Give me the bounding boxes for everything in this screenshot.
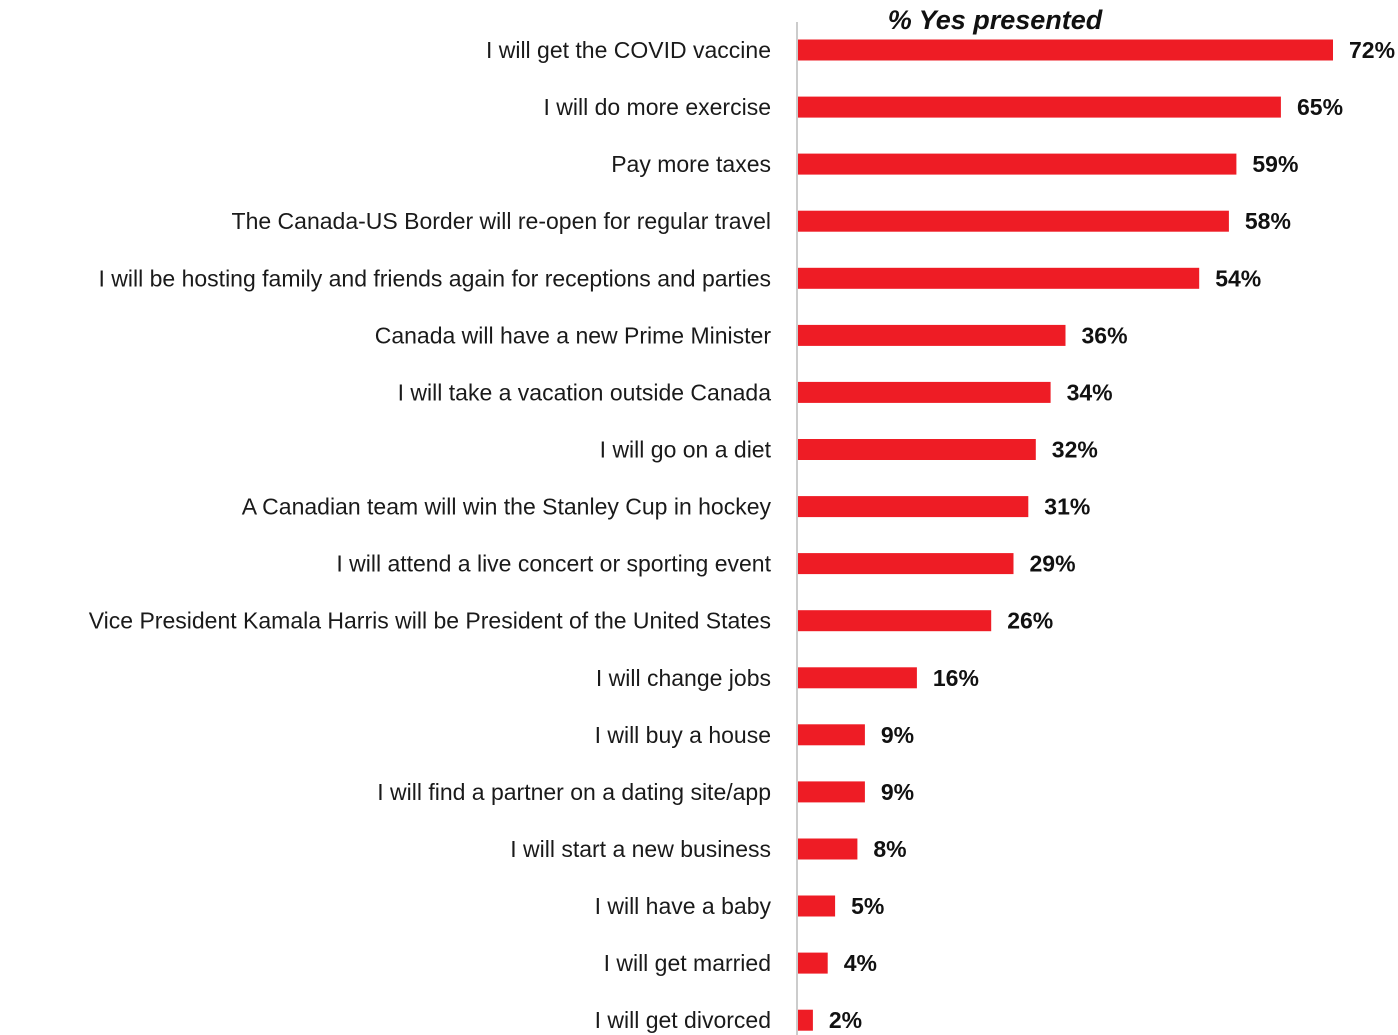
category-label-14: I will find a partner on a dating site/a…: [377, 779, 771, 805]
category-label-10: I will attend a live concert or sporting…: [336, 551, 771, 577]
bar-6: [798, 324, 1066, 346]
value-label-15: 8%: [873, 836, 906, 862]
category-label-7: I will take a vacation outside Canada: [398, 379, 772, 405]
category-label-8: I will go on a diet: [600, 437, 772, 463]
bars-group: [798, 39, 1333, 1031]
category-labels-group: I will get the COVID vaccine I will do mo…: [89, 37, 772, 1033]
value-label-5: 54%: [1215, 265, 1261, 291]
value-label-6: 36%: [1082, 322, 1128, 348]
bar-9: [798, 496, 1029, 518]
value-label-16: 5%: [851, 893, 884, 919]
value-label-4: 58%: [1245, 208, 1291, 234]
bar-15: [798, 838, 858, 860]
category-label-13: I will buy a house: [595, 722, 771, 748]
bar-16: [798, 895, 836, 917]
bar-7: [798, 381, 1051, 403]
bar-18: [798, 1009, 813, 1031]
value-label-9: 31%: [1044, 494, 1090, 520]
bar-14: [798, 781, 865, 803]
category-label-18: I will get divorced: [595, 1007, 771, 1033]
value-labels-group: 72% 65% 59% 58% 54% 36% 34% 32% 31% 29% 26% 16% 9% 9%…: [829, 37, 1395, 1033]
bar-13: [798, 724, 865, 746]
bar-5: [798, 267, 1200, 289]
category-label-11: Vice President Kamala Harris will be Pre…: [89, 608, 771, 634]
bar-12: [798, 667, 917, 689]
bar-11: [798, 610, 992, 632]
bar-2: [798, 96, 1281, 118]
category-label-4: The Canada-US Border will re-open for re…: [232, 208, 771, 234]
chart-title: % Yes presented: [888, 5, 1103, 35]
value-label-14: 9%: [881, 779, 914, 805]
category-label-1: I will get the COVID vaccine: [486, 37, 771, 63]
category-label-6: Canada will have a new Prime Minister: [375, 322, 772, 348]
value-label-8: 32%: [1052, 437, 1098, 463]
category-label-3: Pay more taxes: [611, 151, 771, 177]
bar-10: [798, 553, 1014, 575]
value-label-2: 65%: [1297, 94, 1343, 120]
bar-1: [798, 39, 1333, 61]
value-label-10: 29%: [1030, 551, 1076, 577]
value-label-17: 4%: [844, 950, 877, 976]
value-label-7: 34%: [1067, 379, 1113, 405]
category-label-16: I will have a baby: [595, 893, 772, 919]
category-label-12: I will change jobs: [596, 665, 771, 691]
bar-3: [798, 153, 1237, 175]
value-label-3: 59%: [1252, 151, 1298, 177]
value-label-1: 72%: [1349, 37, 1395, 63]
value-label-18: 2%: [829, 1007, 862, 1033]
bar-4: [798, 210, 1229, 232]
category-label-2: I will do more exercise: [543, 94, 771, 120]
bar-17: [798, 952, 828, 974]
bar-8: [798, 439, 1036, 460]
category-label-17: I will get married: [604, 950, 771, 976]
value-label-11: 26%: [1007, 608, 1053, 634]
category-label-9: A Canadian team will win the Stanley Cup…: [242, 494, 772, 520]
category-label-15: I will start a new business: [510, 836, 771, 862]
category-label-5: I will be hosting family and friends aga…: [99, 265, 771, 291]
value-label-13: 9%: [881, 722, 914, 748]
value-label-12: 16%: [933, 665, 979, 691]
